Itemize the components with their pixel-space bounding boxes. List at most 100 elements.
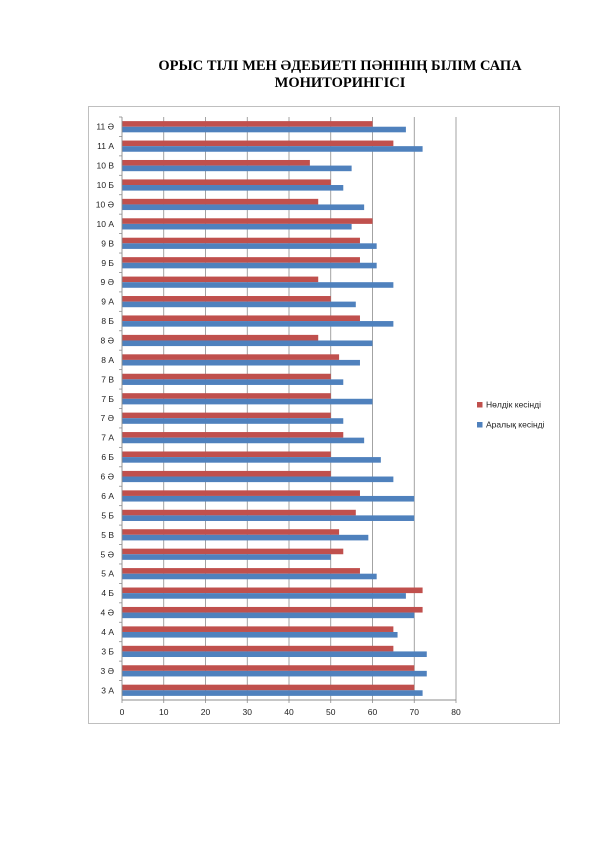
category-label: 6 А (101, 491, 114, 501)
bar-noldik (122, 334, 319, 341)
bar-noldik (122, 606, 423, 613)
chart-title-line-1: ОРЫС ТІЛІ МЕН ӘДЕБИЕТІ ПӘНІНІҢ БІЛІМ САП… (158, 58, 522, 74)
bar-aralyk (122, 554, 331, 560)
legend-swatch (477, 422, 483, 428)
bar-noldik (122, 373, 331, 380)
bar-noldik (122, 237, 360, 244)
bar-aralyk (122, 418, 344, 424)
bar-noldik (122, 412, 331, 419)
bar-noldik (122, 121, 373, 127)
bar-aralyk (122, 359, 360, 366)
x-tick-label: 80 (451, 707, 461, 717)
bar-aralyk (122, 457, 381, 463)
category-label: 11 А (97, 141, 114, 151)
bar-noldik (122, 140, 394, 147)
x-tick-label: 50 (326, 707, 336, 717)
bar-noldik (122, 218, 373, 224)
bar-noldik (122, 198, 319, 205)
bar-noldik (122, 490, 360, 496)
bar-noldik (122, 568, 360, 574)
category-label: 4 А (101, 627, 114, 637)
category-label: 3 А (101, 685, 114, 695)
category-label: 10 А (97, 219, 115, 229)
category-label: 7 В (101, 374, 114, 384)
category-label: 8 Ә (101, 335, 115, 345)
bar-noldik (122, 548, 344, 555)
bar-aralyk (122, 476, 394, 483)
category-label: 8 А (101, 355, 114, 365)
bar-aralyk (122, 379, 344, 385)
bar-aralyk (122, 223, 352, 230)
category-labels: 3 А 3 Ә 3 Б 4 А 4 Ә 4 Б 5 А 5 Ә 5 В 5 Б 6 А 6 Ә 6 Б 7… (96, 116, 122, 695)
category-label: 3 Б (101, 646, 114, 656)
bar-noldik (122, 665, 415, 671)
bar-aralyk (122, 204, 365, 211)
bar-aralyk (122, 534, 369, 541)
bar-aralyk (122, 301, 356, 308)
x-tick-label: 40 (284, 707, 294, 717)
bar-noldik (122, 529, 340, 535)
bar-noldik (122, 509, 356, 516)
bar-noldik (122, 257, 360, 263)
legend-swatch (477, 402, 483, 408)
category-label: 5 В (101, 530, 114, 540)
bar-aralyk (122, 165, 352, 172)
x-tick-label: 70 (410, 707, 420, 717)
bar-aralyk (122, 670, 427, 677)
bar-noldik (122, 470, 331, 477)
bar-aralyk (122, 651, 427, 658)
bar-noldik (122, 626, 394, 632)
bar-noldik (122, 432, 344, 438)
legend: Нөлдік кесінді Аралық кесінді (477, 400, 545, 430)
chart-title: ОРЫС ТІЛІ МЕН ӘДЕБИЕТІ ПӘНІНІҢ БІЛІМ САП… (130, 58, 550, 92)
bars (122, 121, 427, 696)
category-label: 8 Б (101, 316, 114, 326)
x-tick-labels: 0 10 20 30 40 50 60 70 80 (120, 700, 461, 717)
category-label: 5 А (101, 569, 114, 579)
category-label: 9 Ә (101, 277, 115, 287)
chart-frame (88, 106, 560, 724)
bar-noldik (122, 296, 331, 302)
category-label: 11 Ә (96, 122, 114, 132)
category-label: 4 Ә (101, 608, 115, 618)
category-label: 10 В (97, 161, 115, 171)
bar-aralyk (122, 282, 394, 288)
bar-aralyk (122, 126, 406, 133)
legend-label: Аралық кесінді (486, 420, 545, 430)
bar-aralyk (122, 437, 365, 444)
bar-noldik (122, 179, 331, 186)
category-label: 3 Ә (101, 666, 115, 676)
bar-noldik (122, 451, 331, 458)
category-label: 4 Б (101, 588, 114, 598)
bar-noldik (122, 159, 310, 166)
x-tick-label: 20 (201, 707, 211, 717)
x-tick-label: 10 (159, 707, 169, 717)
bar-aralyk (122, 340, 373, 347)
bar-aralyk (122, 495, 415, 502)
chart-title-line-2: МОНИТОРИНГІСІ (274, 75, 406, 91)
x-tick-label: 0 (120, 707, 125, 717)
bar-aralyk (122, 573, 377, 580)
bar-noldik (122, 645, 394, 652)
bar-aralyk (122, 243, 377, 249)
bar-aralyk (122, 185, 344, 191)
category-label: 5 Ә (101, 549, 115, 559)
category-label: 6 Ә (101, 472, 115, 482)
bar-aralyk (122, 515, 415, 521)
category-label: 10 Б (97, 180, 115, 190)
bar-aralyk (122, 612, 415, 619)
category-label: 9 Б (101, 258, 114, 268)
category-label: 10 Ә (96, 199, 114, 209)
bar-aralyk (122, 146, 423, 152)
bar-aralyk (122, 690, 423, 696)
bar-noldik (122, 315, 360, 322)
bar-noldik (122, 393, 331, 399)
x-tick-label: 30 (243, 707, 253, 717)
bar-aralyk (122, 321, 394, 327)
category-label: 5 Б (101, 510, 114, 520)
bar-aralyk (122, 398, 373, 405)
category-label: 9 В (101, 238, 114, 248)
bar-noldik (122, 684, 415, 691)
category-label: 7 Ә (101, 413, 115, 423)
